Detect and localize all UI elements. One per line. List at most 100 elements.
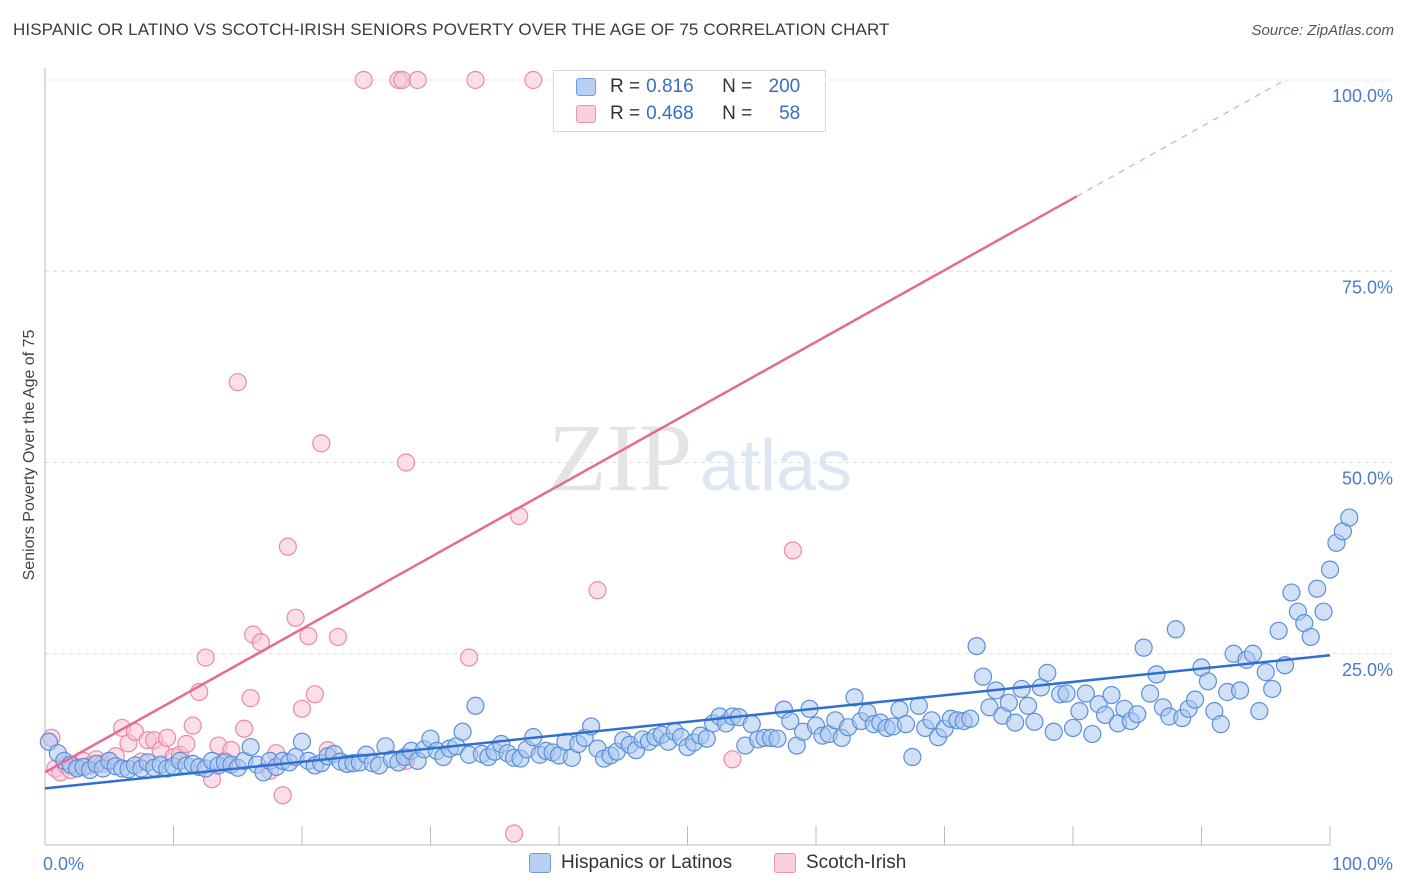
x-tick-label: 100.0% bbox=[1332, 854, 1393, 874]
data-point bbox=[1340, 508, 1359, 527]
watermark-zip: ZIP bbox=[548, 404, 692, 511]
data-point bbox=[196, 648, 215, 667]
data-point bbox=[1076, 684, 1095, 703]
trend-line-scotch-irish-extension bbox=[1076, 79, 1286, 197]
correlation-legend: R = 0.816 N = 200 R = 0.468 N = 58 bbox=[553, 70, 826, 132]
legend-n-value: 200 bbox=[768, 76, 801, 97]
data-point bbox=[1063, 718, 1083, 738]
data-point bbox=[1230, 681, 1250, 700]
data-point bbox=[1166, 620, 1185, 639]
legend-r-value: 0.468 bbox=[646, 103, 694, 124]
data-point bbox=[278, 537, 297, 556]
data-point bbox=[922, 711, 941, 730]
gridlines bbox=[45, 79, 1392, 655]
data-point bbox=[157, 728, 177, 748]
data-point bbox=[1134, 638, 1153, 657]
trend-line-scotch-irish bbox=[44, 195, 1078, 774]
data-point bbox=[1096, 705, 1115, 725]
legend-label: Hispanics or Latinos bbox=[561, 852, 733, 873]
data-point bbox=[1083, 724, 1102, 744]
data-point bbox=[312, 434, 331, 453]
data-point bbox=[286, 608, 305, 627]
data-point bbox=[241, 689, 260, 708]
legend-row-scotch-irish: R = 0.468 N = 58 bbox=[576, 102, 800, 126]
data-point bbox=[504, 824, 524, 843]
legend-item-hispanic: Hispanics or Latinos bbox=[529, 852, 732, 874]
data-point bbox=[292, 699, 312, 718]
x-tick-label: 0.0% bbox=[43, 854, 84, 874]
data-point bbox=[1057, 684, 1076, 703]
data-point bbox=[183, 716, 202, 735]
data-point bbox=[396, 453, 416, 472]
source-label: Source: ZipAtlas.com bbox=[1251, 22, 1394, 39]
trend-line-hispanic bbox=[44, 654, 1331, 790]
legend-n-label: N = bbox=[722, 76, 753, 97]
trend-lines bbox=[44, 79, 1331, 790]
data-point bbox=[967, 636, 986, 656]
data-point bbox=[408, 70, 427, 90]
data-point bbox=[1018, 696, 1038, 715]
data-point bbox=[235, 719, 254, 738]
y-tick-label: 100.0% bbox=[1332, 86, 1393, 106]
data-point bbox=[177, 734, 196, 754]
data-point bbox=[1038, 663, 1057, 682]
scotch-irish-points bbox=[42, 70, 802, 843]
data-point bbox=[1243, 644, 1263, 663]
data-point bbox=[1301, 627, 1320, 647]
series-legend: Hispanics or Latinos Scotch-Irish bbox=[0, 852, 1406, 878]
legend-n-label: N = bbox=[722, 103, 753, 124]
data-point bbox=[524, 70, 543, 90]
axes bbox=[44, 68, 1331, 846]
data-point bbox=[845, 688, 864, 707]
tick-labels: 25.0% 50.0% 75.0% 100.0% 0.0% 100.0% bbox=[43, 86, 1393, 874]
data-point bbox=[1128, 705, 1147, 724]
data-point bbox=[999, 693, 1018, 712]
data-point bbox=[896, 715, 916, 734]
data-point bbox=[466, 70, 485, 90]
data-point bbox=[328, 627, 348, 647]
data-point bbox=[768, 729, 787, 748]
data-point bbox=[1256, 663, 1275, 682]
data-point bbox=[1044, 722, 1063, 741]
data-point bbox=[1314, 602, 1333, 621]
data-point bbox=[1070, 702, 1089, 721]
data-point bbox=[453, 722, 472, 741]
data-point bbox=[1185, 690, 1205, 709]
data-point bbox=[909, 696, 928, 715]
legend-item-scotch-irish: Scotch-Irish bbox=[774, 852, 906, 874]
data-point bbox=[459, 648, 479, 667]
data-point bbox=[1320, 560, 1340, 579]
legend-label: Scotch-Irish bbox=[806, 852, 907, 873]
data-point bbox=[723, 750, 742, 769]
data-point bbox=[1025, 712, 1044, 731]
data-point bbox=[466, 696, 485, 715]
data-point bbox=[241, 737, 260, 757]
data-point bbox=[903, 747, 922, 767]
data-point bbox=[393, 70, 412, 90]
legend-swatch-pink bbox=[774, 853, 796, 873]
data-point bbox=[1102, 685, 1121, 705]
data-point bbox=[783, 541, 802, 560]
data-point bbox=[1263, 679, 1282, 699]
watermark-atlas: atlas bbox=[700, 426, 852, 506]
legend-n-value: 58 bbox=[779, 103, 801, 124]
legend-row-hispanic: R = 0.816 N = 200 bbox=[576, 75, 800, 99]
y-tick-label: 75.0% bbox=[1342, 277, 1393, 297]
data-point bbox=[1198, 672, 1218, 691]
chart-title: HISPANIC OR LATINO VS SCOTCH-IRISH SENIO… bbox=[13, 20, 890, 39]
hispanic-points bbox=[39, 508, 1359, 782]
data-point bbox=[588, 581, 607, 600]
watermark: ZIP atlas bbox=[548, 404, 852, 511]
data-point bbox=[980, 698, 999, 717]
data-point bbox=[1282, 583, 1301, 602]
data-point bbox=[1140, 684, 1160, 703]
legend-r-value: 0.816 bbox=[646, 76, 694, 97]
y-tick-label: 50.0% bbox=[1342, 469, 1393, 489]
data-point bbox=[1006, 713, 1025, 732]
data-point bbox=[1269, 621, 1288, 640]
data-point bbox=[1308, 579, 1327, 598]
data-point bbox=[354, 70, 373, 90]
data-point bbox=[1211, 715, 1230, 734]
y-tick-label: 25.0% bbox=[1342, 660, 1393, 680]
